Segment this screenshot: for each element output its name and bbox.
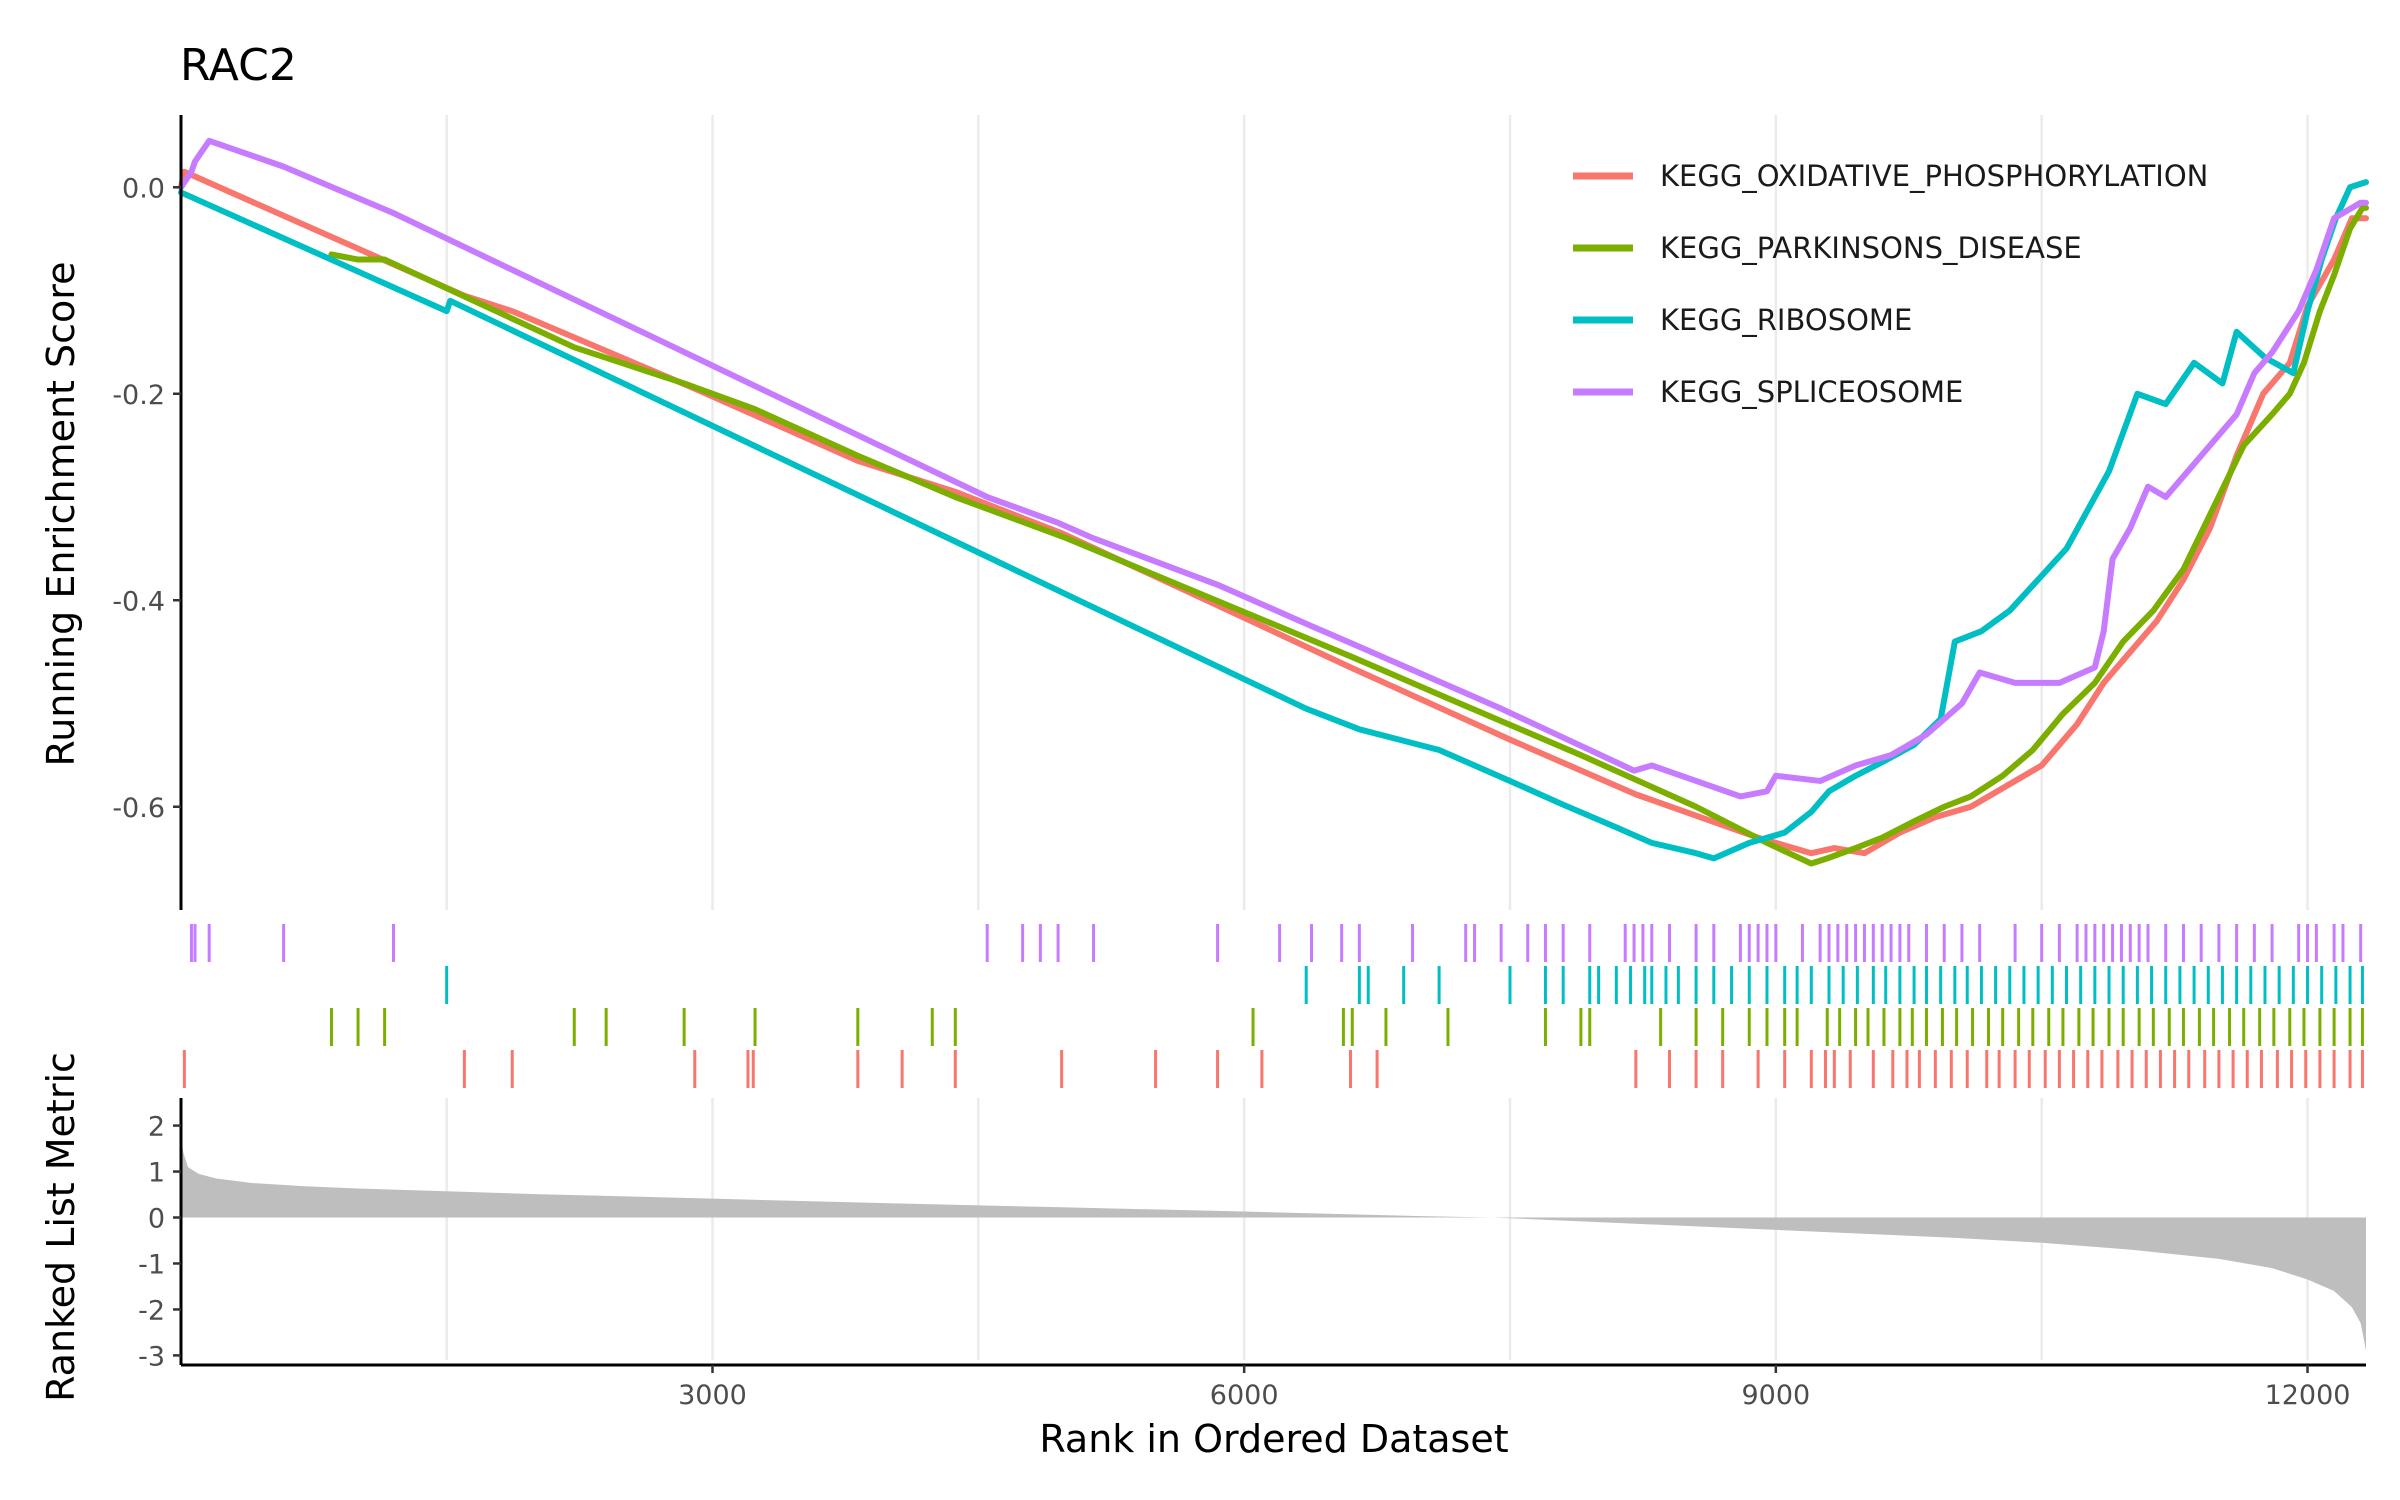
es-line: [178, 179, 2369, 862]
metric-tick-label: -2: [138, 1295, 165, 1326]
rug-ticks: [182, 924, 2364, 1088]
es-lines: [178, 137, 2369, 867]
metric-tick-label: 0: [148, 1204, 165, 1235]
legend-label: KEGG_PARKINSONS_DISEASE: [1660, 231, 2082, 265]
ranked-metric-area: [181, 1139, 2366, 1351]
x-tick-label: 6000: [1210, 1380, 1279, 1411]
es-axis-title: Running Enrichment Score: [39, 262, 83, 767]
legend: KEGG_OXIDATIVE_PHOSPHORYLATION KEGG_PARKI…: [1573, 159, 2208, 409]
x-axis-title: Rank in Ordered Dataset: [1039, 1417, 1508, 1461]
es-line: [328, 204, 2369, 867]
metric-tick-label: -1: [138, 1249, 165, 1280]
es-tick-label: -0.4: [112, 586, 165, 617]
legend-label: KEGG_RIBOSOME: [1660, 303, 1912, 337]
es-line: [178, 168, 2369, 857]
es-tick-label: -0.6: [112, 793, 165, 824]
metric-tick-label: 1: [148, 1158, 165, 1189]
axes: 0.0 -0.2 -0.4 -0.6 2 1 0 -1 -2 -3 3000 6000 9000 1200…: [112, 115, 2366, 1411]
legend-label: KEGG_OXIDATIVE_PHOSPHORYLATION: [1660, 159, 2208, 193]
es-line: [178, 137, 2369, 800]
es-tick-label: 0.0: [122, 173, 165, 204]
x-tick-label: 12000: [2265, 1380, 2351, 1411]
legend-label: KEGG_SPLICEOSOME: [1660, 375, 1963, 409]
grid-lines: [445, 115, 2309, 1360]
metric-tick-label: -3: [138, 1341, 165, 1372]
ranked-metric-fill: [181, 1139, 2366, 1351]
x-tick-label: 9000: [1741, 1380, 1810, 1411]
x-tick-label: 3000: [678, 1380, 747, 1411]
metric-tick-label: 2: [148, 1112, 165, 1143]
metric-axis-title: Ranked List Metric: [39, 1052, 83, 1402]
es-tick-label: -0.2: [112, 380, 165, 411]
plot-title: RAC2: [180, 40, 297, 91]
